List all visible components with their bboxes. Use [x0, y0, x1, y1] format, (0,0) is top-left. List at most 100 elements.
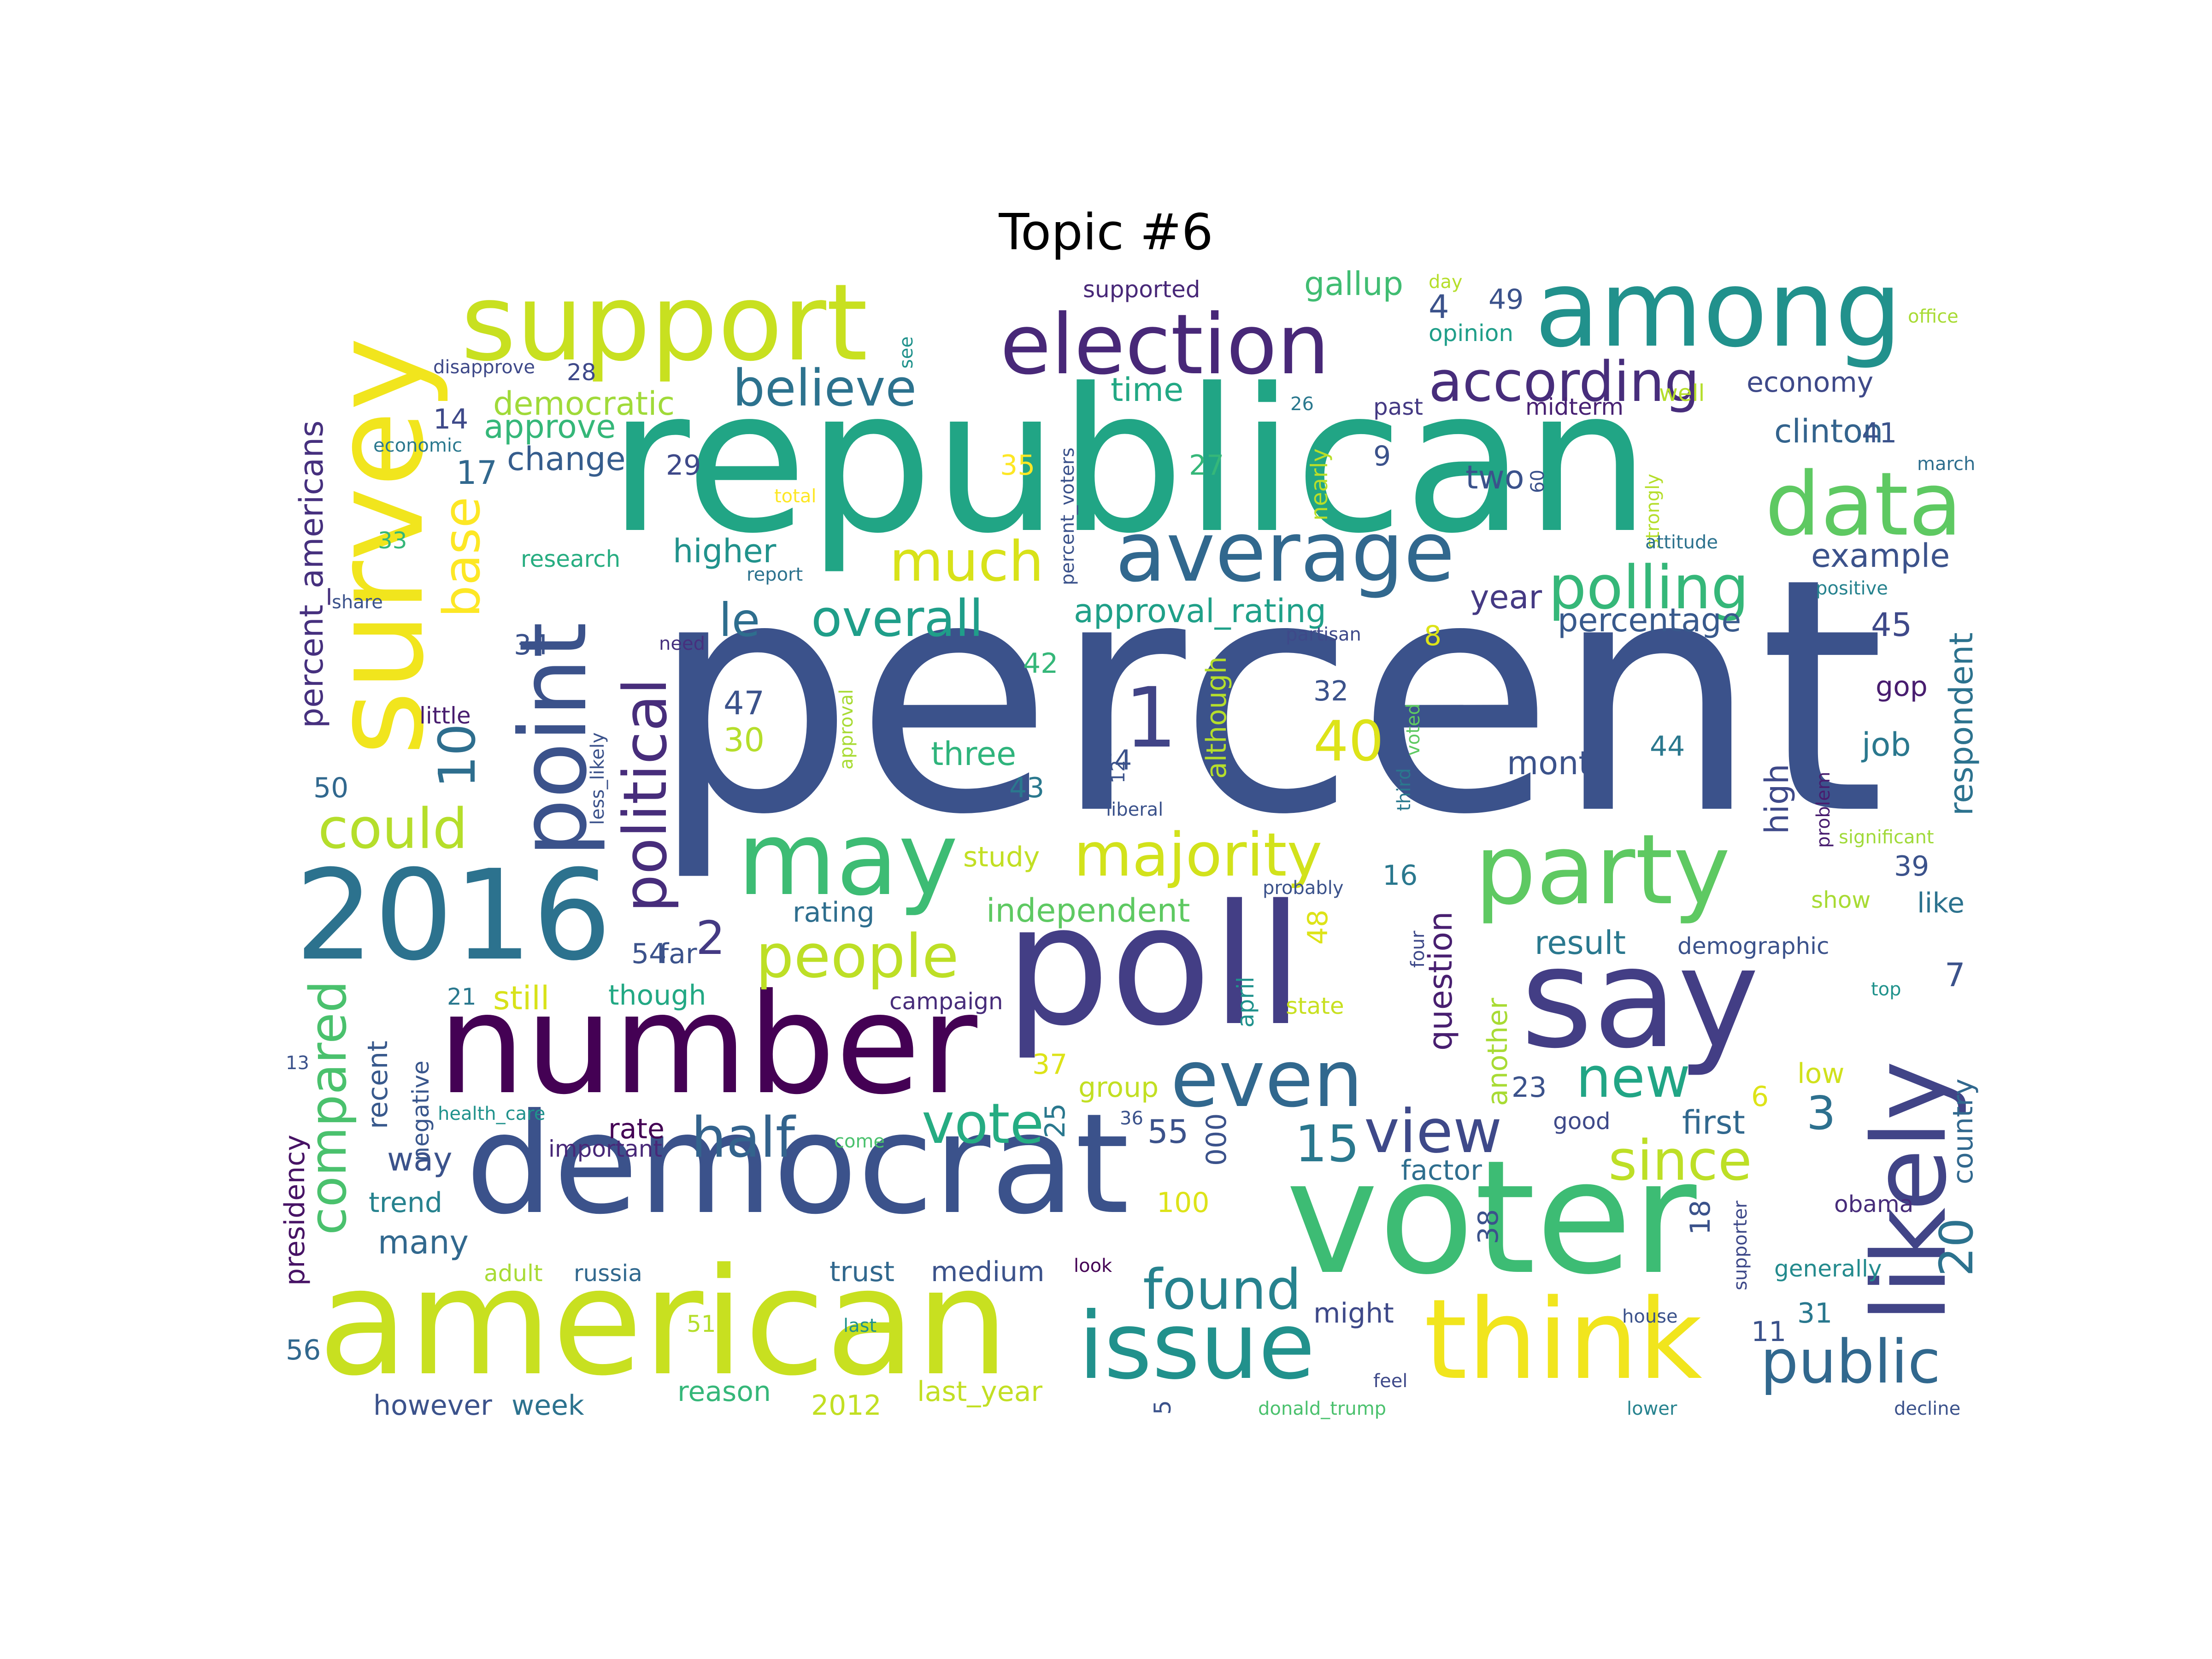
word-10: 10 [428, 724, 487, 788]
word-presidency: presidency [279, 1135, 311, 1286]
word-since: since [1608, 1129, 1752, 1193]
word-recent: recent [362, 1041, 394, 1129]
word-far: far [659, 938, 697, 970]
word-little: little [419, 702, 471, 729]
word-trend: trend [369, 1187, 442, 1219]
word-41: 41 [1862, 417, 1897, 449]
word-32: 32 [1313, 675, 1348, 707]
word-time: time [1111, 371, 1183, 409]
word-might: might [1313, 1297, 1394, 1330]
word-need: need [659, 633, 705, 654]
word-support: support [461, 262, 868, 385]
word-election: election [1000, 297, 1330, 393]
word-party: party [1475, 813, 1730, 926]
word-number: number [438, 964, 979, 1125]
word-percentage: percentage [1558, 601, 1741, 639]
word-american: american [318, 1237, 1009, 1408]
word-total: total [774, 486, 816, 507]
word-well: well [1659, 380, 1705, 406]
word-positive: positive [1816, 578, 1888, 599]
word-come: come [834, 1131, 885, 1152]
word-rating: rating [793, 896, 875, 929]
word-trust: trust [830, 1256, 894, 1288]
word-5: 5 [1149, 1400, 1176, 1415]
word-economy: economy [1747, 366, 1873, 399]
word-four: four [1407, 930, 1429, 968]
word-36: 36 [1120, 1108, 1143, 1129]
word-voted: voted [1403, 703, 1424, 756]
word-43: 43 [1009, 772, 1044, 804]
word-21: 21 [447, 983, 477, 1010]
word-28: 28 [567, 359, 596, 386]
word-negative: negative [407, 1060, 434, 1161]
word-view: view [1364, 1096, 1502, 1166]
word-51: 51 [687, 1311, 716, 1337]
word-respondent: respondent [1942, 632, 1980, 816]
word-new: new [1576, 1046, 1690, 1110]
word-34: 34 [514, 629, 549, 661]
word-1: 1 [1124, 670, 1177, 766]
word-percent-americans: percent_americans [293, 420, 330, 728]
word-could: could [318, 797, 468, 861]
word-important: important [548, 1135, 662, 1162]
word-supported: supported [1083, 276, 1200, 303]
word-study: study [963, 841, 1040, 873]
word-still: still [493, 979, 549, 1017]
word-democratic: democratic [493, 385, 675, 423]
word-show: show [1811, 887, 1871, 913]
word-42: 42 [1023, 647, 1058, 680]
word-many: many [378, 1224, 469, 1261]
word-even: even [1171, 1034, 1363, 1125]
word-6: 6 [1751, 1081, 1769, 1113]
word-top: top [1871, 979, 1901, 1000]
word-significant: significant [1839, 827, 1934, 848]
word-april: april [1232, 977, 1259, 1028]
word-another: another [1482, 998, 1514, 1106]
word-demographic: demographic [1677, 933, 1830, 959]
word-clinton: clinton [1774, 412, 1883, 450]
word-though: though [608, 979, 706, 1012]
word-le: le [719, 593, 760, 647]
word-report: report [747, 564, 803, 585]
word-people: people [756, 921, 959, 991]
word-poll: poll [1005, 869, 1304, 1062]
word-15: 15 [1295, 1114, 1359, 1173]
word-55: 55 [1147, 1113, 1188, 1151]
word-year: year [1470, 578, 1542, 616]
word-day: day [1429, 271, 1463, 293]
word-35: 35 [1000, 449, 1035, 482]
word-18: 18 [1684, 1200, 1717, 1235]
word-house: house [1622, 1306, 1678, 1327]
word-26: 26 [1290, 394, 1314, 415]
word-lower: lower [1627, 1398, 1677, 1419]
word-health-care: health_care [438, 1103, 545, 1124]
word-last: last [843, 1315, 877, 1336]
word-49: 49 [1488, 283, 1524, 316]
word-percent-voters: percent_voters [1057, 447, 1078, 585]
word-100: 100 [1157, 1187, 1210, 1219]
word-7: 7 [1945, 956, 1965, 994]
word-12: 12 [1108, 760, 1129, 783]
word-group: group [1078, 1071, 1159, 1104]
word-found: found [1143, 1258, 1301, 1322]
word-gop: gop [1876, 671, 1928, 703]
word-think: think [1424, 1275, 1702, 1404]
word-45: 45 [1871, 606, 1912, 644]
word-3: 3 [1806, 1086, 1836, 1140]
word-probably: probably [1263, 877, 1344, 899]
word-polling: polling [1548, 553, 1749, 623]
word-adult: adult [484, 1260, 543, 1287]
chart-title: Topic #6 [999, 204, 1213, 261]
word-factor: factor [1401, 1154, 1482, 1187]
word-way: way [387, 1141, 453, 1178]
word-20: 20 [1930, 1218, 1983, 1277]
word-supporter: supporter [1730, 1200, 1751, 1290]
word-overall: overall [811, 589, 983, 648]
word-according: according [1429, 350, 1700, 414]
word-11: 11 [1751, 1316, 1786, 1348]
word-question: question [1422, 912, 1459, 1051]
word-donald-trump: donald_trump [1258, 1398, 1386, 1419]
word-last-year: last_year [917, 1376, 1042, 1408]
